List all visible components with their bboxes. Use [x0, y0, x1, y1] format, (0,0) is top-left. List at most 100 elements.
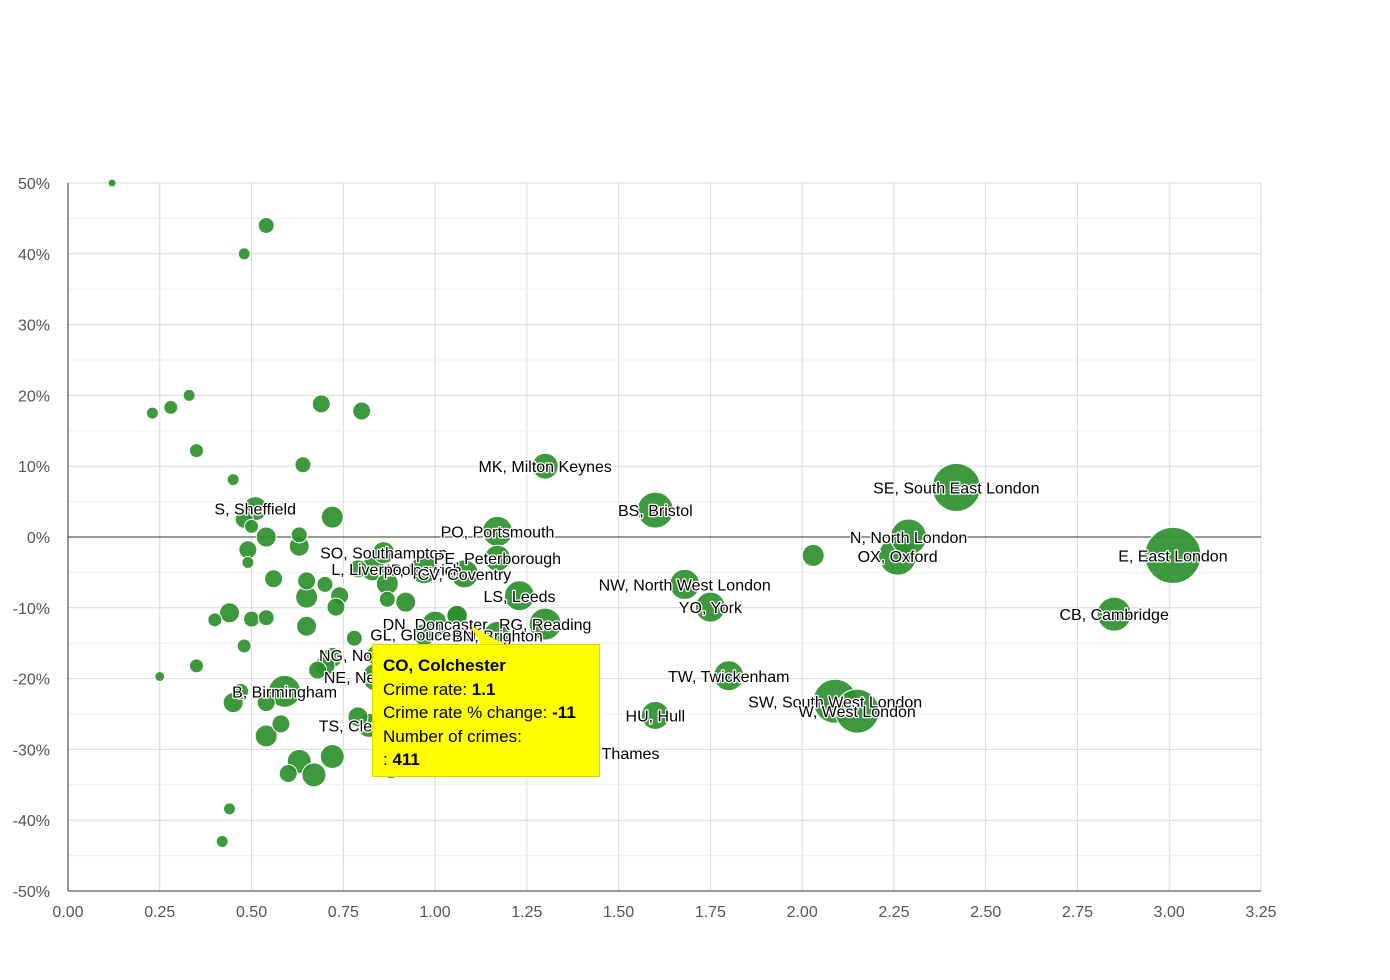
data-point[interactable] — [255, 526, 277, 548]
data-point[interactable] — [182, 388, 196, 402]
data-point[interactable] — [244, 518, 260, 534]
data-point-highlighted[interactable] — [444, 603, 470, 628]
data-point[interactable] — [352, 401, 372, 421]
data-point[interactable] — [640, 700, 670, 730]
data-point[interactable] — [713, 660, 745, 692]
data-point[interactable] — [372, 541, 396, 565]
data-point[interactable] — [1096, 596, 1132, 632]
data-point[interactable] — [257, 609, 275, 627]
data-point[interactable] — [232, 682, 250, 700]
x-tick-label: 0.75 — [328, 904, 359, 921]
tooltip-change-value: -11 — [552, 703, 576, 722]
data-point[interactable] — [409, 555, 439, 585]
data-point[interactable] — [215, 834, 229, 848]
point-label: SO, Southampton — [320, 546, 447, 563]
point-label: MK, Milton Keynes — [479, 459, 612, 476]
data-point[interactable] — [449, 559, 479, 589]
data-point[interactable] — [890, 518, 928, 556]
data-point[interactable] — [257, 216, 275, 234]
data-point[interactable] — [931, 462, 981, 512]
data-point[interactable] — [107, 178, 117, 188]
point-label: B, Birmingham — [232, 684, 337, 701]
point-label: LS, Leeds — [483, 589, 555, 606]
data-point[interactable] — [348, 559, 368, 579]
data-point[interactable] — [237, 247, 251, 261]
data-points[interactable] — [107, 178, 1202, 848]
data-point[interactable] — [219, 602, 241, 624]
data-point[interactable] — [154, 670, 166, 682]
x-tick-label: 0.25 — [144, 904, 175, 921]
data-point[interactable] — [395, 591, 417, 613]
tooltip-count-label: Number of crimes: — [383, 726, 522, 746]
data-point[interactable] — [531, 452, 559, 480]
data-point[interactable] — [301, 762, 327, 788]
point-label: CV, Coventry — [418, 567, 512, 584]
data-point[interactable] — [268, 674, 302, 708]
tooltip-rate-value: 1.1 — [471, 679, 496, 699]
data-point[interactable] — [669, 568, 701, 600]
data-point[interactable] — [504, 580, 536, 612]
y-tick-label: -20% — [13, 672, 50, 689]
point-label: SE, South East London — [873, 480, 1039, 497]
data-point[interactable] — [236, 638, 252, 654]
y-tick-label: -30% — [13, 742, 50, 759]
point-label: PE, Peterborough — [434, 551, 561, 568]
data-point[interactable] — [207, 612, 223, 628]
tooltip-count-row: : 411 — [383, 748, 589, 772]
point-label: YO, York — [679, 600, 743, 617]
y-tick-label: -50% — [13, 884, 50, 901]
data-point[interactable] — [636, 491, 674, 529]
point-label: GL, Gloucester — [370, 628, 478, 645]
point-label: CB, Cambridge — [1059, 607, 1168, 624]
data-point[interactable] — [223, 802, 237, 816]
data-point[interactable] — [188, 658, 204, 674]
data-point[interactable] — [308, 660, 328, 680]
point-label: S, Sheffield — [214, 502, 296, 519]
y-tick-label: -40% — [13, 813, 50, 830]
data-point[interactable] — [316, 575, 334, 593]
data-point[interactable] — [163, 399, 179, 415]
data-point[interactable] — [345, 629, 363, 647]
data-point[interactable] — [311, 394, 331, 414]
data-point[interactable] — [256, 693, 276, 713]
data-point[interactable] — [145, 406, 159, 420]
data-point[interactable] — [254, 724, 278, 748]
x-tick-label: 1.50 — [603, 904, 634, 921]
data-point[interactable] — [241, 555, 255, 569]
data-point[interactable] — [694, 591, 726, 623]
tooltip-change-label: Crime rate % change: — [383, 703, 553, 722]
data-point[interactable] — [294, 456, 312, 474]
data-point[interactable] — [801, 543, 825, 567]
data-point[interactable] — [834, 688, 880, 734]
data-point[interactable] — [319, 743, 345, 769]
data-point[interactable] — [278, 763, 298, 783]
data-point[interactable] — [528, 607, 562, 641]
data-point[interactable] — [347, 706, 369, 728]
data-point[interactable] — [290, 526, 308, 544]
data-point[interactable] — [378, 590, 396, 608]
data-point[interactable] — [296, 615, 318, 637]
data-point[interactable] — [226, 473, 240, 487]
point-label: N, North London — [850, 530, 967, 547]
x-tick-label: 2.00 — [787, 904, 818, 921]
data-point[interactable] — [271, 714, 291, 734]
point-label: IP, Ipswich — [386, 563, 461, 580]
x-tick-label: 1.00 — [420, 904, 451, 921]
data-point[interactable] — [243, 610, 261, 628]
data-point[interactable] — [320, 505, 344, 529]
axes: 0.00 0.25 0.50 0.75 1.00 1.25 1.50 1.75 2.00 2.25… — [13, 176, 1277, 921]
point-label: TW, Twickenham — [668, 669, 790, 686]
data-point[interactable] — [1144, 526, 1202, 584]
data-point[interactable] — [483, 544, 511, 572]
data-point[interactable] — [297, 571, 317, 591]
x-tick-label: 3.00 — [1154, 904, 1185, 921]
x-tick-label: 0.00 — [52, 904, 83, 921]
data-point[interactable] — [188, 443, 204, 459]
point-label: SW, South West London — [748, 694, 922, 711]
data-point[interactable] — [326, 597, 346, 617]
tooltip-rate-label: Crime rate: — [383, 679, 472, 699]
data-point[interactable] — [264, 569, 284, 589]
tooltip-count-value: 411 — [392, 750, 420, 769]
x-tick-label: 2.75 — [1062, 904, 1093, 921]
